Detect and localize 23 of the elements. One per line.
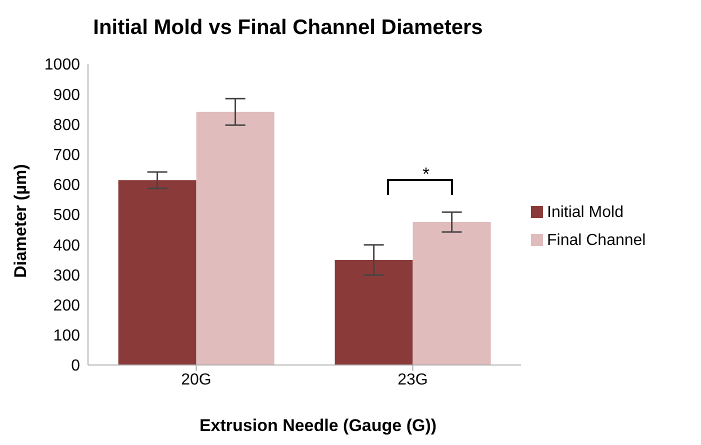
y-tick-label: 100 [53,328,80,345]
bar [334,260,413,365]
chart-title: Initial Mold vs Final Channel Diameters [92,16,484,40]
x-tick-label: 20G [181,371,212,388]
annotation: * [421,164,430,185]
y-tick-label: 800 [53,116,80,134]
y-tick-label: 400 [53,237,80,254]
y-tick-label: 600 [53,177,80,194]
y-tick-label: 1000 [44,56,80,74]
y-tick-label: 500 [53,207,80,224]
legend-label: Final Channel [547,232,646,248]
x-tick-label: 23G [398,371,428,388]
y-axis-title: Diameter (µm) [11,164,31,278]
y-tick-label: 0 [71,358,80,375]
y-tick-label: 300 [53,267,80,284]
x-axis-title: Extrusion Needle (Gauge (G)) [198,416,438,436]
y-tick-label: 200 [53,297,80,314]
bar [412,222,491,365]
legend-label: Initial Mold [547,204,624,220]
bar [118,180,196,365]
y-tick-label: 700 [53,146,80,164]
y-tick-label: 900 [53,86,80,104]
bar [196,112,274,365]
